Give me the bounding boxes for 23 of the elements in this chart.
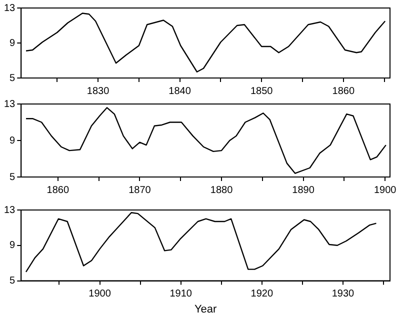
x-tick-label: 1840 bbox=[168, 86, 192, 97]
x-tick-label: 1880 bbox=[210, 184, 234, 196]
y-tick-label: 9 bbox=[10, 240, 16, 252]
y-tick-label: 9 bbox=[10, 38, 16, 49]
y-tick-label: 13 bbox=[4, 98, 16, 110]
x-tick-label: 1930 bbox=[332, 288, 355, 300]
x-tick-label: 1870 bbox=[128, 184, 152, 196]
y-tick-label: 5 bbox=[10, 72, 16, 84]
y-tick-label: 13 bbox=[4, 2, 16, 14]
x-axis-title: Year bbox=[194, 303, 218, 316]
x-tick-label: 1890 bbox=[292, 184, 315, 196]
y-tick-label: 13 bbox=[4, 204, 16, 216]
x-tick-label: 1850 bbox=[250, 86, 274, 97]
x-tick-label: 1920 bbox=[250, 288, 274, 300]
x-tick-label: 1860 bbox=[332, 86, 355, 97]
x-tick-label: 1900 bbox=[88, 288, 112, 300]
y-tick-label: 5 bbox=[10, 276, 16, 287]
x-tick-label: 1830 bbox=[86, 86, 110, 97]
x-tick-label: 1900 bbox=[374, 184, 397, 196]
y-tick-label: 5 bbox=[10, 172, 16, 183]
y-tick-label: 9 bbox=[10, 135, 16, 146]
x-tick-label: 1910 bbox=[170, 288, 192, 300]
x-tick-label: 1860 bbox=[46, 184, 70, 196]
